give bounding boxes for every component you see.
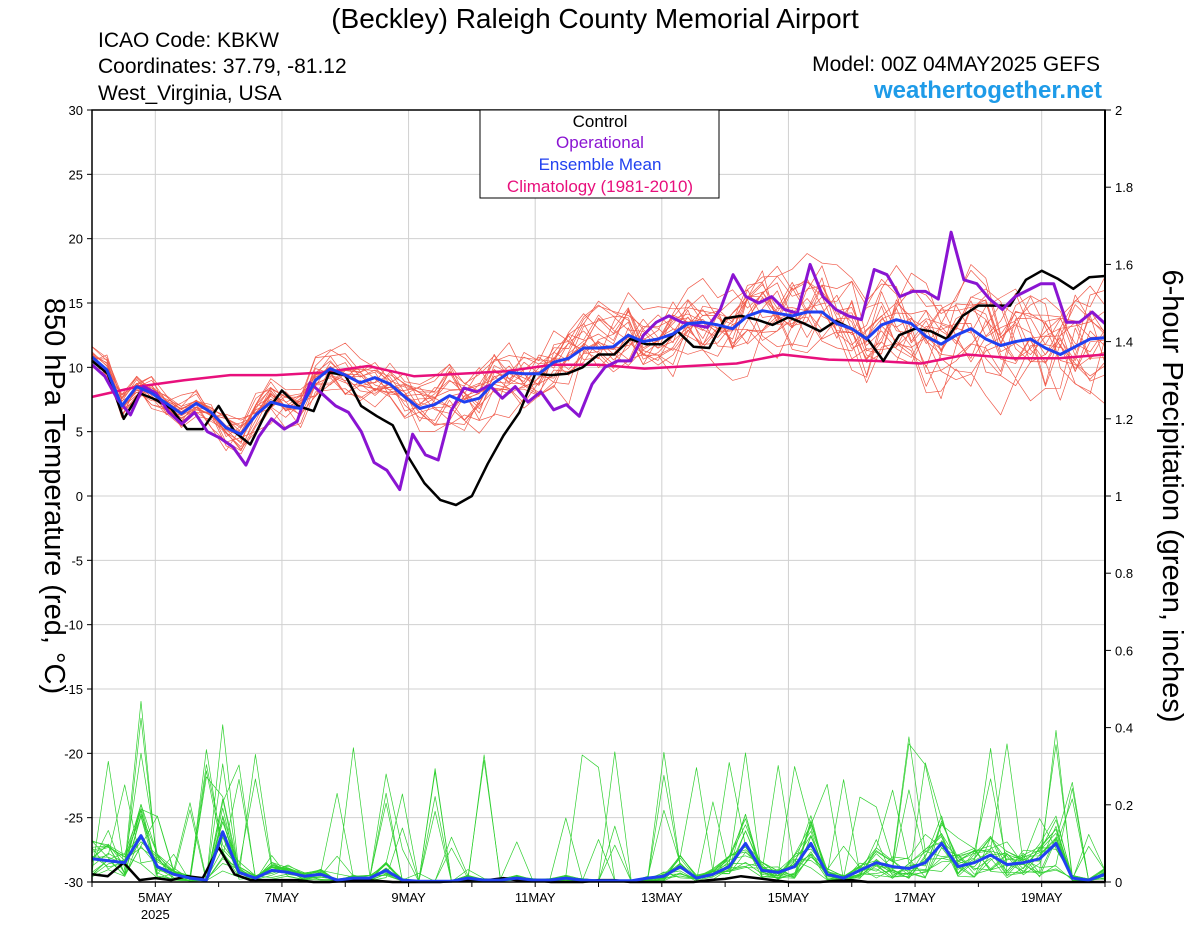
y-tick-label: -5 xyxy=(71,553,83,568)
ensemble-mean-temp-line xyxy=(91,309,1106,436)
y-tick-label: -15 xyxy=(64,682,83,697)
y2-tick-label: 0.4 xyxy=(1115,721,1133,736)
x-axis-ticks: 5MAY 2025 7MAY 9MAY 11MAY 13MAY 15MAY 17MAY 19MA… xyxy=(91,882,1106,922)
legend: Control Operational Ensemble Mean Climat… xyxy=(479,109,720,199)
chart-title: (Beckley) Raleigh County Memorial Airpor… xyxy=(331,3,859,34)
left-axis-ticks: 30 25 20 15 10 5 0 -5 -10 -15 -20 -25 -30 xyxy=(64,103,92,890)
y-tick-label: 20 xyxy=(69,232,83,247)
y-tick-label: -30 xyxy=(64,875,83,890)
x-tick-label: 7MAY xyxy=(265,890,300,905)
y2-tick-label: 0.6 xyxy=(1115,643,1133,658)
legend-operational: Operational xyxy=(556,133,644,152)
temp-member-line xyxy=(91,281,1106,427)
right-axis-ticks: 2 1.8 1.6 1.4 1.2 1 0.8 0.6 0.4 0.2 0 xyxy=(1105,103,1133,890)
y-tick-label: 10 xyxy=(69,360,83,375)
ensemble-mean-precip-line xyxy=(91,830,1106,883)
x-tick-year: 2025 xyxy=(141,907,170,922)
x-tick-label: 19MAY xyxy=(1021,890,1063,905)
y-tick-label: -20 xyxy=(64,746,83,761)
y-tick-label: 30 xyxy=(69,103,83,118)
y2-tick-label: 2 xyxy=(1115,103,1122,118)
y2-axis-label: 6-hour Precipitation (green, inches) xyxy=(1156,270,1188,723)
y-tick-label: 5 xyxy=(76,425,83,440)
temp-member-line xyxy=(91,281,1106,437)
legend-climatology: Climatology (1981-2010) xyxy=(507,177,693,196)
y-tick-label: -25 xyxy=(64,811,83,826)
legend-ensemble-mean: Ensemble Mean xyxy=(539,155,662,174)
x-tick-label: 15MAY xyxy=(768,890,810,905)
temp-member-line xyxy=(91,253,1106,443)
temp-member-line xyxy=(91,302,1106,433)
y-axis-label: 850 hPa Temperature (red, °C) xyxy=(38,298,70,694)
y2-tick-label: 1 xyxy=(1115,489,1122,504)
climatology-line xyxy=(91,353,1106,399)
temp-member-line xyxy=(91,277,1106,443)
y-tick-label: 0 xyxy=(76,489,83,504)
control-temp-line xyxy=(91,269,1106,507)
y2-tick-label: 1.4 xyxy=(1115,335,1133,350)
icao-code: ICAO Code: KBKW xyxy=(98,29,279,52)
x-tick-label: 17MAY xyxy=(894,890,936,905)
temp-member-line xyxy=(91,265,1106,444)
x-tick-label: 13MAY xyxy=(641,890,683,905)
temp-member-line xyxy=(91,288,1106,431)
y2-tick-label: 0.8 xyxy=(1115,566,1133,581)
location: West_Virginia, USA xyxy=(98,82,282,105)
y-tick-label: -10 xyxy=(64,618,83,633)
x-tick-label: 11MAY xyxy=(515,890,556,905)
y2-tick-label: 1.6 xyxy=(1115,257,1133,272)
y2-tick-label: 0.2 xyxy=(1115,798,1133,813)
brand-link[interactable]: weathertogether.net xyxy=(873,77,1102,104)
legend-box xyxy=(479,109,720,199)
legend-control: Control xyxy=(573,112,628,131)
y-tick-label: 25 xyxy=(69,167,83,182)
model-run: Model: 00Z 04MAY2025 GEFS xyxy=(812,53,1100,76)
temp-member-line xyxy=(91,265,1106,432)
y2-tick-label: 0 xyxy=(1115,875,1122,890)
y2-tick-label: 1.2 xyxy=(1115,412,1133,427)
temp-member-line xyxy=(91,297,1106,420)
y2-tick-label: 1.8 xyxy=(1115,180,1133,195)
x-tick-label: 5MAY xyxy=(138,890,173,905)
x-tick-label: 9MAY xyxy=(391,890,426,905)
operational-temp-line xyxy=(90,230,1107,492)
y-tick-label: 15 xyxy=(69,296,83,311)
coordinates: Coordinates: 37.79, -81.12 xyxy=(98,55,347,78)
